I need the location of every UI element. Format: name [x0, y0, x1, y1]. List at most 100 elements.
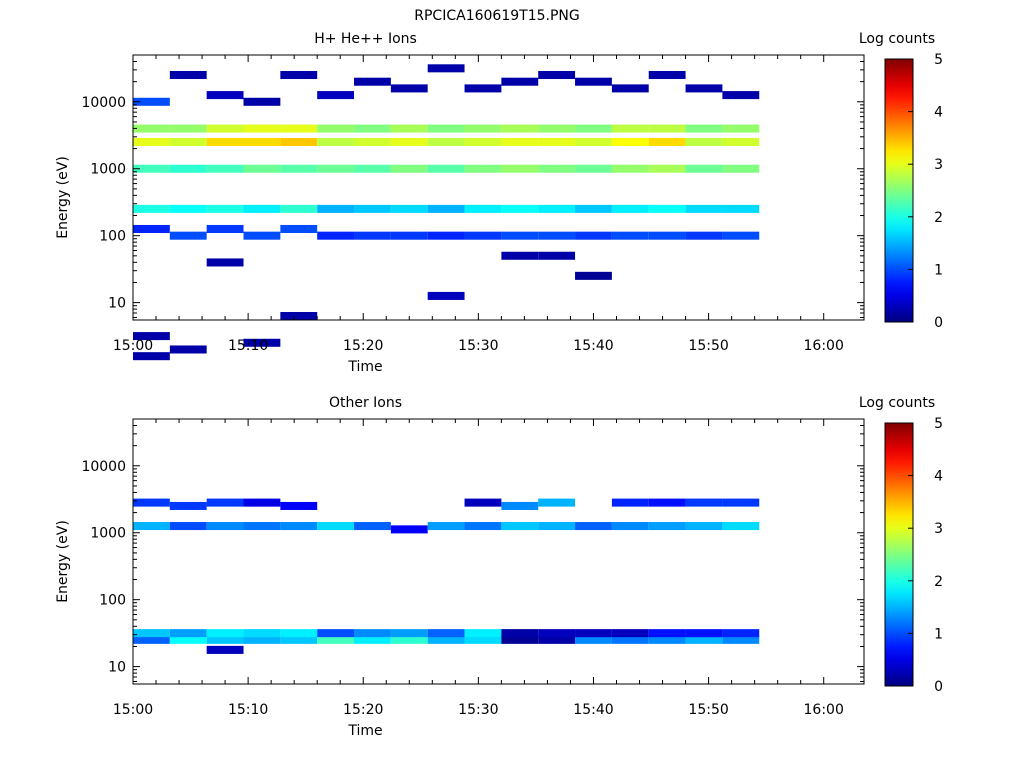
heatmap-cell [243, 164, 281, 173]
heatmap-cell [354, 204, 391, 213]
heatmap-cell [575, 635, 612, 644]
colorbar-tick-label: 0 [934, 315, 943, 331]
heatmap-cell [685, 629, 723, 638]
heatmap-cell [354, 629, 391, 638]
heatmap-cell [280, 522, 318, 531]
heatmap-cell [538, 124, 576, 133]
colorbar-tick-label: 2 [934, 574, 943, 590]
heatmap-cell [280, 137, 318, 146]
x-tick-label: 15:30 [458, 338, 498, 354]
plot-frame [132, 54, 865, 321]
heatmap-cell [206, 645, 244, 654]
heatmap-cell [575, 522, 612, 531]
heatmap-cell [169, 522, 207, 531]
heatmap-cell [243, 522, 281, 531]
heatmap-cell [575, 271, 612, 280]
y-tick-label: 10000 [81, 95, 126, 111]
heatmap-cell [685, 164, 723, 173]
heatmap-cell [243, 231, 281, 240]
heatmap-cell [685, 124, 723, 133]
x-tick-label: 15:40 [573, 338, 613, 354]
heatmap-cell [427, 64, 465, 73]
x-tick-label: 15:50 [688, 702, 728, 718]
heatmap-cell [354, 522, 391, 531]
x-tick-label: 16:00 [804, 702, 844, 718]
heatmap-cell [611, 629, 649, 638]
heatmap-cell [648, 164, 686, 173]
heatmap-cell [280, 224, 318, 233]
y-tick-label: 10000 [81, 459, 126, 475]
heatmap-cell [280, 124, 318, 133]
heatmap-cell [575, 629, 612, 638]
colorbar-tick-label: 4 [934, 469, 943, 485]
heatmap-cell [317, 124, 355, 133]
heatmap-cell [611, 124, 649, 133]
heatmap-cell [354, 164, 391, 173]
heatmap-cell [133, 332, 170, 341]
heatmap-cell [169, 137, 207, 146]
heatmap-cell [206, 258, 244, 267]
heatmap-cell [169, 70, 207, 80]
heatmap-cell [206, 522, 244, 531]
y-tick-label: 1000 [90, 526, 126, 542]
heatmap-cell [427, 231, 465, 240]
heatmap-cell [685, 522, 723, 531]
x-tick-label: 15:00 [113, 702, 153, 718]
heatmap-cell [648, 498, 686, 507]
heatmap-cells [133, 498, 760, 654]
heatmap-cell [501, 164, 539, 173]
heatmap-cell [133, 124, 170, 133]
y-axis-label: Energy (eV) [55, 156, 71, 239]
heatmap-cell [206, 498, 244, 507]
heatmap-cell [575, 231, 612, 240]
heatmap-cell [133, 164, 170, 173]
heatmap-cell [243, 97, 281, 106]
heatmap-cell [648, 70, 686, 80]
x-tick-label: 15:30 [458, 702, 498, 718]
colorbar: 0 1 2 3 4 5 Log counts [859, 31, 943, 331]
heatmap-cell [575, 124, 612, 133]
heatmap-cell [133, 522, 170, 531]
heatmap-cell [722, 231, 760, 240]
x-axis-label: Time [347, 359, 382, 375]
colorbar-tick-label: 3 [934, 521, 943, 537]
heatmap-cell [464, 204, 502, 213]
heatmap-cell [390, 231, 428, 240]
y-tick-label: 1000 [90, 162, 126, 178]
heatmap-cell [538, 498, 576, 507]
heatmap-cell [317, 137, 355, 146]
heatmap-cell [722, 522, 760, 531]
heatmap-cell [427, 629, 465, 638]
heatmap-cell [685, 137, 723, 146]
heatmap-cell [169, 345, 207, 354]
heatmap-cell [427, 291, 465, 300]
x-tick-label: 15:10 [228, 702, 268, 718]
heatmap-cell [538, 522, 576, 531]
heatmap-cell [501, 635, 539, 644]
heatmap-cell [611, 137, 649, 146]
heatmap-cell [501, 124, 539, 133]
heatmap-cell [427, 204, 465, 213]
heatmap-cell [611, 498, 649, 507]
heatmap-cell [722, 91, 760, 100]
heatmap-cell [464, 124, 502, 133]
colorbar-tick-label: 2 [934, 210, 943, 226]
heatmap-cell [501, 77, 539, 86]
colorbar-tick-label: 4 [934, 105, 943, 121]
heatmap-cell [611, 635, 649, 644]
heatmap-cell [501, 501, 539, 510]
heatmap-cell [648, 137, 686, 146]
heatmap-cell [611, 84, 649, 93]
heatmap-cell [464, 231, 502, 240]
heatmap-cell [206, 635, 244, 644]
figure-title: RPCICA160619T15.PNG [414, 8, 579, 24]
heatmap-cell [501, 629, 539, 638]
heatmap-cell [390, 629, 428, 638]
heatmap-cell [390, 635, 428, 644]
colorbar-gradient [884, 422, 914, 687]
heatmap-cell [538, 70, 576, 80]
heatmap-cell [206, 629, 244, 638]
